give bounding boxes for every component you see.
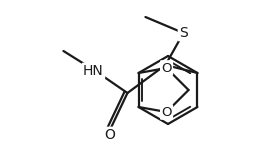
Text: O: O xyxy=(161,61,171,75)
Text: HN: HN xyxy=(83,64,103,78)
Text: S: S xyxy=(178,26,187,40)
Text: O: O xyxy=(161,106,171,118)
Text: O: O xyxy=(104,128,115,142)
